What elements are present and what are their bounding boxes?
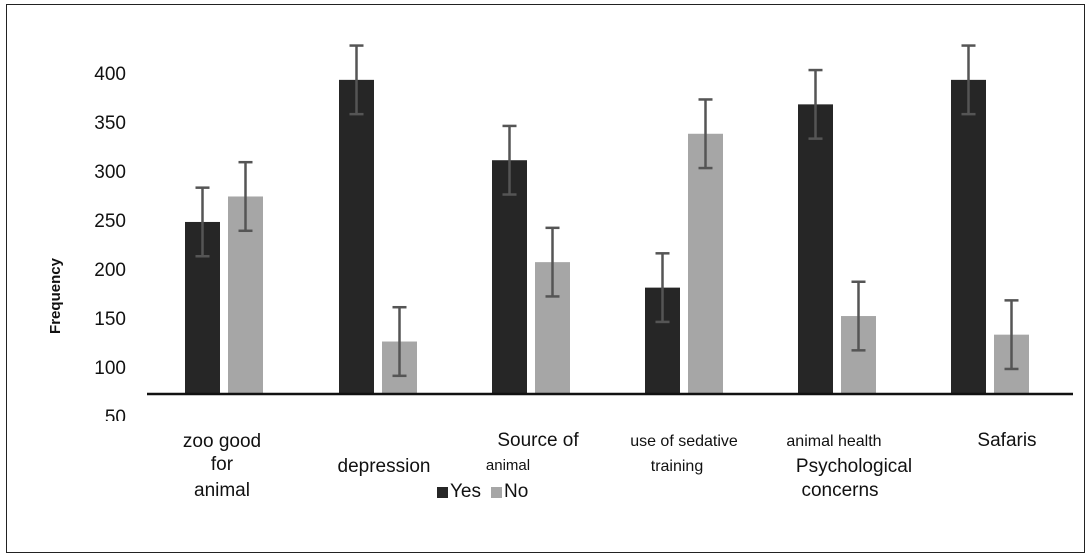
x-category-label: animal [486,457,530,474]
error-bar-yes-2 [502,124,517,196]
x-category-label: training [651,458,703,475]
x-category-label: Psychological [796,456,912,477]
error-bar-yes-3 [655,252,670,324]
error-bar-no-5 [1004,299,1019,371]
bar-yes-2 [492,160,527,394]
y-tick-label: 200 [94,260,126,281]
bar-yes-4 [798,104,833,395]
error-bar-no-1 [392,305,407,378]
legend: Yes No [437,481,534,503]
y-tick-label: 250 [94,211,126,232]
legend-label-no: No [504,481,529,502]
y-tick-label: 350 [94,113,126,134]
y-tick-label: 150 [94,309,126,330]
bar-no-3 [688,133,723,394]
y-tick-label: 300 [94,162,126,183]
bar-yes-5 [951,79,986,395]
error-bar-no-2 [545,226,560,298]
legend-swatch-yes [437,486,448,498]
x-category-label: depression [338,456,431,477]
y-tick-label: 50 [105,407,126,428]
x-category-label: Source of [497,430,579,451]
error-bar-no-4 [851,280,866,352]
legend-item-no: No [491,481,528,503]
legend-label-yes: Yes [450,481,481,502]
error-bar-yes-0 [195,186,210,258]
error-bar-no-3 [698,98,713,170]
y-tick-label: 400 [94,64,126,85]
bar-yes-1 [339,79,374,395]
x-category-label: animal [194,480,250,501]
error-bar-yes-1 [349,44,364,116]
legend-swatch-no [491,486,502,498]
x-category-label: animal health [786,433,881,450]
legend-item-yes: Yes [437,481,481,503]
x-category-label: for [211,454,234,475]
error-bar-no-0 [238,160,253,233]
x-category-label: concerns [801,480,878,501]
y-axis-label: Frequency [47,257,64,334]
error-bar-yes-4 [808,68,823,140]
error-bar-yes-5 [961,44,976,116]
x-category-label: use of sedative [630,433,738,450]
x-category-label: zoo good [183,431,261,452]
x-category-label: Safaris [977,430,1036,451]
y-tick-label: 100 [94,358,126,379]
